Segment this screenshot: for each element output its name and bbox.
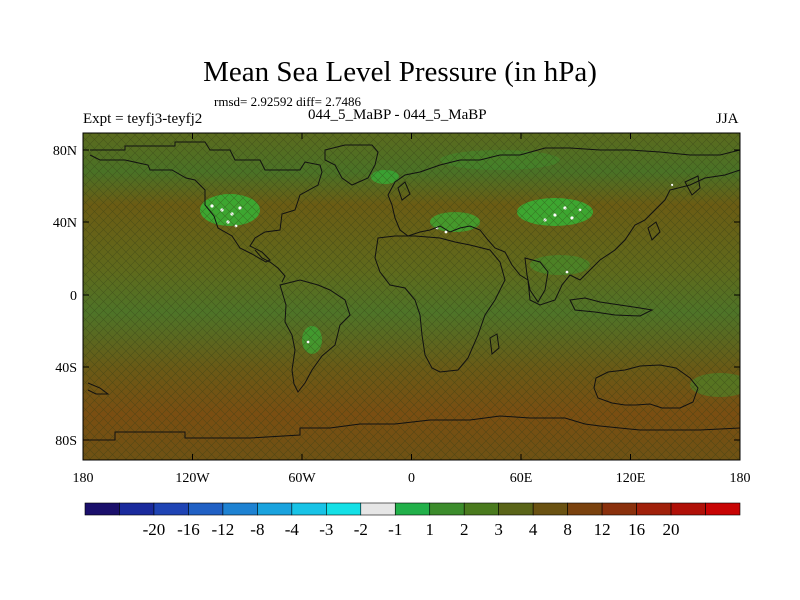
colorbar-swatch	[567, 502, 603, 516]
coastline-indonesia	[569, 297, 654, 317]
colorbar-label: 8	[563, 520, 572, 539]
lat-tick-label: 40S	[55, 361, 77, 376]
lon-tick-label: 180	[730, 471, 751, 486]
colorbar-swatch	[394, 502, 431, 516]
colorbar-label: -20	[143, 520, 166, 539]
coastline-south-america	[279, 279, 351, 393]
colorbar-label: 4	[529, 520, 538, 539]
colorbar-swatch	[705, 502, 741, 516]
map-plot-area	[83, 133, 740, 460]
lat-tick-label: 80N	[53, 144, 77, 159]
coastline-kamchatka	[684, 175, 701, 196]
coastline-madagascar	[489, 333, 500, 355]
colorbar-label: -12	[212, 520, 235, 539]
coastline-greenland	[324, 144, 379, 186]
colorbar-swatch	[222, 502, 258, 516]
colorbar-label: -16	[177, 520, 200, 539]
coastline-central-america	[254, 249, 286, 283]
coastline-eurasia	[387, 147, 740, 306]
coastline-new-zealand	[87, 382, 110, 395]
lat-tick-label: 0	[70, 289, 77, 304]
colorbar-swatch	[463, 502, 499, 516]
colorbar-label: 3	[494, 520, 503, 539]
coastline-antarctica	[83, 415, 740, 441]
colorbar-swatch	[291, 502, 327, 516]
coastline-uk	[397, 181, 411, 201]
comparison-subtitle: 044_5_MaBP - 044_5_MaBP	[308, 107, 487, 123]
lon-tick-label: 120W	[175, 471, 210, 486]
colorbar-label: 1	[425, 520, 434, 539]
lon-tick-label: 180	[73, 471, 94, 486]
lon-tick-label: 120E	[616, 471, 646, 486]
coastline-africa	[374, 235, 506, 373]
colorbar-swatch	[498, 502, 534, 516]
season-label: JJA	[716, 111, 739, 127]
colorbar-label: -3	[319, 520, 333, 539]
colorbar-swatch	[601, 502, 637, 516]
colorbar-label: 2	[460, 520, 469, 539]
colorbar-swatch	[119, 502, 155, 516]
axis-ticks: 80N 40N 0 40S 80S 180 120W 60W 0 60E 120E 180	[53, 133, 751, 486]
coastline-australia	[593, 364, 699, 409]
colorbar-label: 20	[663, 520, 680, 539]
chart-title: Mean Sea Level Pressure (in hPa)	[203, 56, 597, 88]
coastline-india	[524, 257, 549, 303]
lon-tick-label: 60E	[510, 471, 533, 486]
coastline-north-america	[89, 141, 323, 263]
colorbar-label: -1	[388, 520, 402, 539]
coastline-japan	[647, 221, 661, 241]
colorbar-label: 16	[628, 520, 645, 539]
lat-tick-label: 40N	[53, 216, 77, 231]
colorbar-label: -2	[354, 520, 368, 539]
rmsd-diff-stats: rmsd= 2.92592 diff= 2.7486	[214, 94, 361, 109]
colorbar-label: -4	[285, 520, 300, 539]
colorbar-label: -8	[250, 520, 264, 539]
colorbar-swatch	[257, 502, 293, 516]
lat-tick-label: 80S	[55, 434, 77, 449]
experiment-label: Expt = teyfj3-teyfj2	[83, 111, 203, 127]
lon-tick-label: 60W	[288, 471, 316, 486]
lon-tick-label: 0	[408, 471, 415, 486]
coastlines	[83, 141, 740, 441]
colorbar-label: 12	[594, 520, 611, 539]
colorbar-swatch	[429, 502, 465, 516]
colorbar-swatch	[532, 502, 568, 516]
colorbar-swatch	[360, 502, 396, 516]
colorbar-swatch	[188, 502, 224, 516]
colorbar-swatch	[636, 502, 672, 516]
colorbar: -20 -16 -12 -8 -4 -3 -2 -1 1 2 3 4 8 12 16 20	[84, 502, 741, 539]
colorbar-swatch	[153, 502, 189, 516]
colorbar-swatch	[670, 502, 706, 516]
colorbar-swatch	[84, 502, 120, 516]
colorbar-swatch	[326, 502, 362, 516]
